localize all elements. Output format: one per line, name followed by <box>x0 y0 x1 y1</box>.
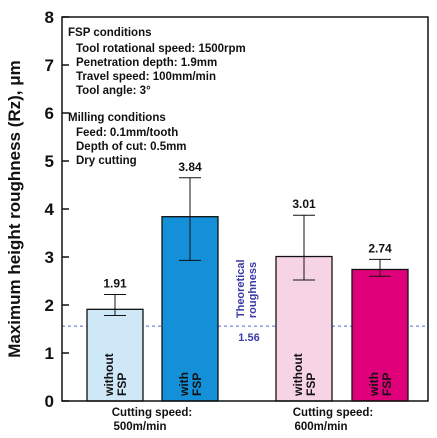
fsp-condition-line: Penetration depth: 1.9mm <box>76 57 217 69</box>
bar-label-line2: FSP <box>304 373 318 396</box>
bar-value-label: 1.91 <box>103 276 127 290</box>
bar-category-label: with FSP <box>177 372 204 397</box>
bar-value-label: 3.84 <box>178 160 202 174</box>
text-layer: 0 1 2 3 4 5 6 7 8 Maximum height roughness (Rz), … <box>5 8 394 433</box>
y-tick-label: 7 <box>45 56 54 75</box>
theoretical-label-line2: roughness <box>247 262 259 318</box>
y-tick-label: 0 <box>45 392 54 411</box>
milling-conditions-title: Milling conditions <box>68 112 166 124</box>
group-label-line1: Cutting speed: <box>293 407 374 419</box>
bar-category-label: without FSP <box>291 353 318 397</box>
bar-value-label: 2.74 <box>368 241 392 255</box>
milling-condition-line: Feed: 0.1mm/tooth <box>76 127 178 139</box>
y-tick-label: 5 <box>45 152 54 171</box>
y-tick-label: 4 <box>45 200 55 219</box>
theoretical-label-line1: Theoretical <box>235 259 247 318</box>
y-tick-label: 2 <box>45 296 54 315</box>
bar <box>275 255 333 402</box>
bar-label-line1: without <box>102 353 116 397</box>
theoretical-roughness-label: Theoretical roughness <box>235 259 259 318</box>
milling-condition-line: Dry cutting <box>76 155 137 167</box>
bar-label-line2: FSP <box>190 373 204 396</box>
fsp-conditions-title: FSP conditions <box>68 27 152 39</box>
bar-category-label: with FSP <box>367 372 394 397</box>
group-label-line2: 600m/min <box>294 421 347 433</box>
bar-label-line1: without <box>291 353 305 397</box>
milling-condition-line: Depth of cut: 0.5mm <box>76 141 187 153</box>
axes-layer <box>61 16 429 402</box>
bars-layer <box>86 177 409 402</box>
group-label-line1: Cutting speed: <box>112 407 193 419</box>
bar-label-line1: with <box>367 372 381 397</box>
bar-category-label: without FSP <box>102 353 129 397</box>
y-axis-title: Maximum height roughness (Rz), μm <box>5 60 24 358</box>
fsp-condition-line: Tool rotational speed: 1500rpm <box>76 43 246 55</box>
y-tick-label: 6 <box>45 104 54 123</box>
y-tick-label: 1 <box>45 344 54 363</box>
fsp-condition-line: Travel speed: 100mm/min <box>76 71 216 83</box>
fsp-condition-line: Tool angle: 3° <box>76 85 151 97</box>
bar-label-line2: FSP <box>380 373 394 396</box>
y-tick-label: 8 <box>45 8 54 27</box>
bar-value-label: 3.01 <box>292 197 316 211</box>
bar-label-line2: FSP <box>115 373 129 396</box>
theoretical-value-label: 1.56 <box>238 332 259 344</box>
bar <box>351 268 409 402</box>
y-tick-label: 3 <box>45 248 54 267</box>
group-label-line2: 500m/min <box>113 421 166 433</box>
bar-label-line1: with <box>177 372 191 397</box>
